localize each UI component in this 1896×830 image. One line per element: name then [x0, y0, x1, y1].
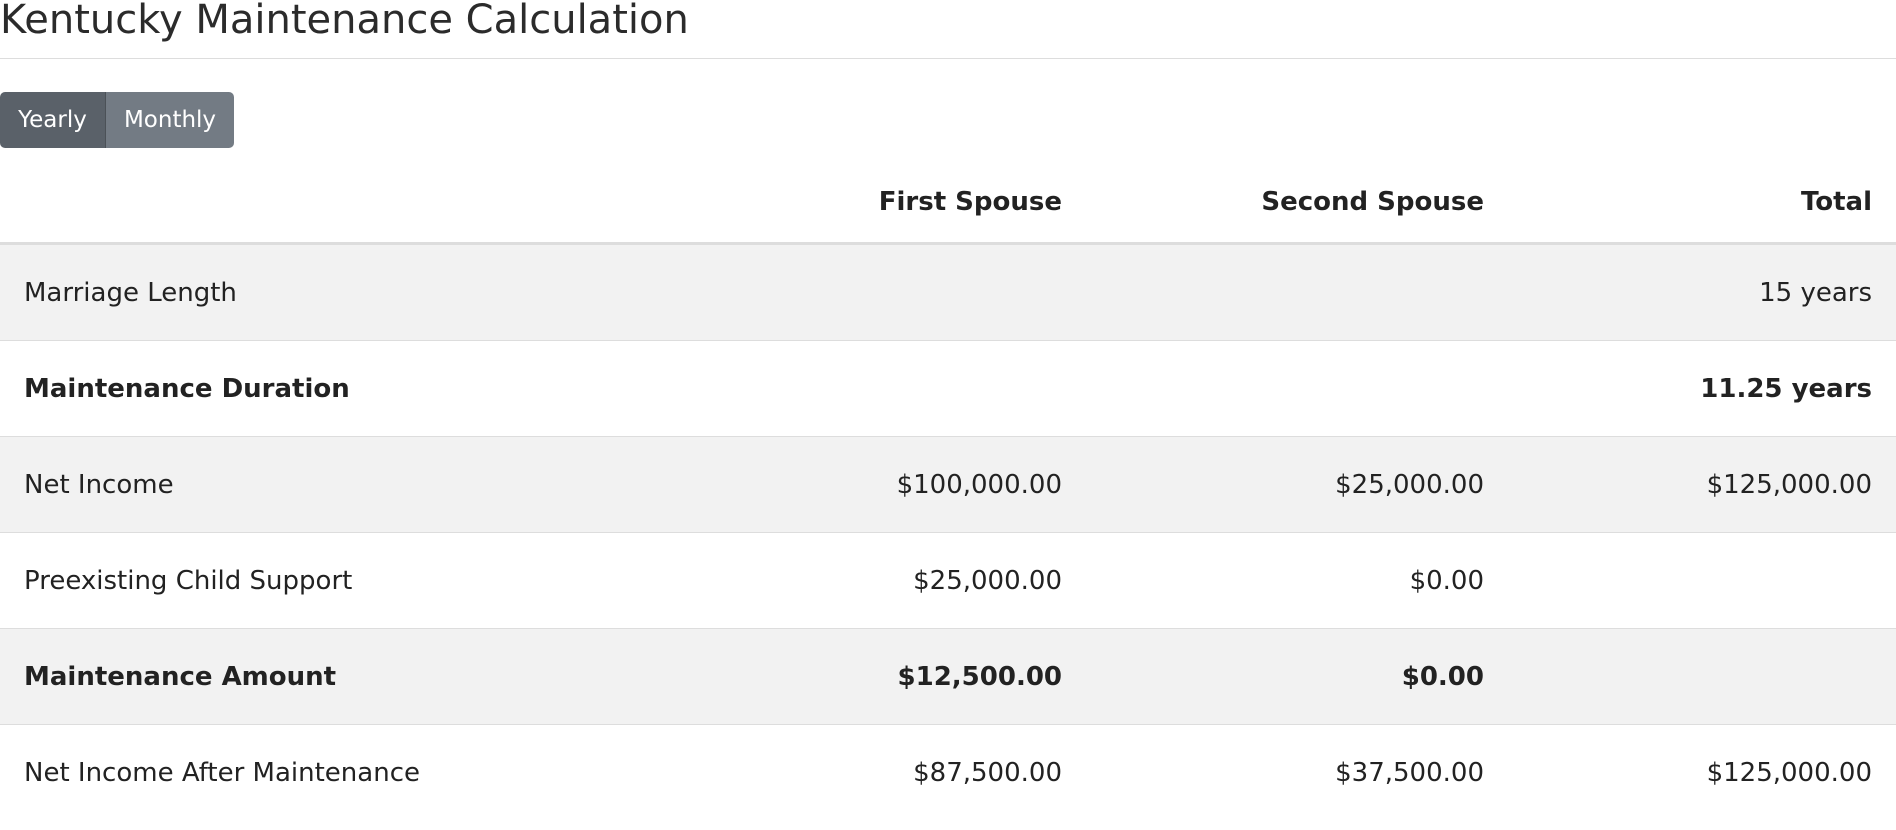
row-second-spouse: $0.00: [1086, 532, 1508, 629]
row-label: Maintenance Duration: [0, 340, 740, 437]
row-maintenance-amount: Maintenance Amount $12,500.00 $0.00: [0, 628, 1896, 725]
row-label: Net Income After Maintenance: [24, 757, 420, 788]
row-first-spouse: $25,000.00: [740, 532, 1086, 629]
row-first-spouse: [740, 340, 1086, 437]
yearly-button[interactable]: Yearly: [0, 92, 106, 148]
row-first-spouse: $12,500.00: [740, 628, 1086, 725]
page-title: Kentucky Maintenance Calculation: [0, 0, 689, 43]
row-total: [1508, 628, 1896, 725]
row-preexisting-child-support: Preexisting Child Support $25,000.00 $0.…: [0, 532, 1896, 629]
row-label: Maintenance Amount: [0, 628, 740, 725]
row-maintenance-duration: Maintenance Duration 11.25 years: [0, 340, 1896, 437]
row-total: 15 years: [1508, 243, 1896, 341]
row-first-spouse: $87,500.00: [913, 757, 1062, 788]
row-net-income-after-maintenance: Net Income After Maintenance $87,500.00 …: [0, 725, 1896, 821]
row-first-spouse: [740, 243, 1086, 341]
maintenance-table: First Spouse Second Spouse Total Marriag…: [0, 162, 1896, 820]
row-second-spouse: [1086, 340, 1508, 437]
row-net-income: Net Income $100,000.00 $25,000.00 $125,0…: [0, 436, 1896, 533]
row-label: Net Income: [0, 436, 740, 533]
row-second-spouse: $0.00: [1086, 628, 1508, 725]
row-total: [1508, 532, 1896, 629]
row-total: $125,000.00: [1706, 757, 1872, 788]
row-total: $125,000.00: [1508, 436, 1896, 533]
period-toggle: Yearly Monthly: [0, 92, 234, 148]
row-total: 11.25 years: [1508, 340, 1896, 437]
header-first-spouse: First Spouse: [740, 162, 1086, 245]
header-total: Total: [1508, 162, 1896, 245]
row-second-spouse: $25,000.00: [1086, 436, 1508, 533]
monthly-button[interactable]: Monthly: [106, 92, 234, 148]
header-label: [0, 162, 740, 245]
row-marriage-length: Marriage Length 15 years: [0, 243, 1896, 341]
row-second-spouse: $37,500.00: [1335, 757, 1484, 788]
row-first-spouse: $100,000.00: [740, 436, 1086, 533]
row-second-spouse: [1086, 243, 1508, 341]
table-header-row: First Spouse Second Spouse Total: [0, 162, 1896, 245]
header-second-spouse: Second Spouse: [1086, 162, 1508, 245]
title-divider: [0, 58, 1896, 59]
row-label: Marriage Length: [0, 243, 740, 341]
row-label: Preexisting Child Support: [0, 532, 740, 629]
